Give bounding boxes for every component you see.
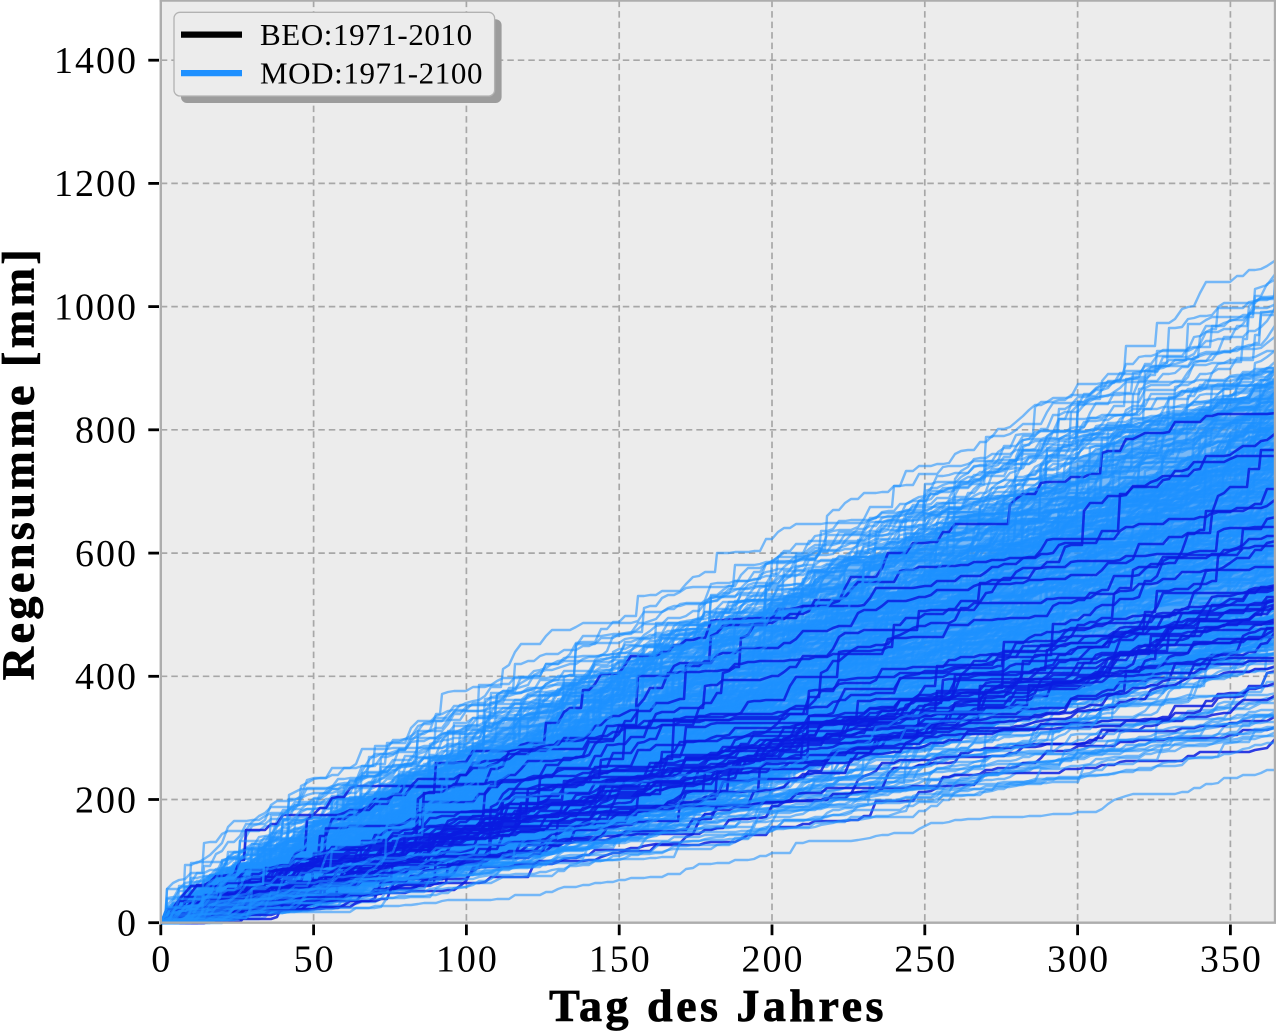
svg-text:600: 600 bbox=[75, 533, 138, 575]
svg-text:150: 150 bbox=[589, 939, 652, 981]
svg-text:1200: 1200 bbox=[54, 163, 138, 205]
svg-text:Regensumme [mm]: Regensumme [mm] bbox=[0, 246, 44, 680]
svg-text:100: 100 bbox=[436, 939, 499, 981]
svg-text:800: 800 bbox=[75, 410, 138, 452]
svg-text:1400: 1400 bbox=[54, 40, 138, 82]
svg-text:50: 50 bbox=[294, 939, 336, 981]
svg-text:300: 300 bbox=[1047, 939, 1110, 981]
svg-text:1000: 1000 bbox=[54, 286, 138, 328]
svg-text:0: 0 bbox=[117, 903, 138, 945]
svg-text:200: 200 bbox=[742, 939, 805, 981]
svg-text:350: 350 bbox=[1200, 939, 1263, 981]
svg-text:400: 400 bbox=[75, 656, 138, 698]
svg-text:250: 250 bbox=[894, 939, 957, 981]
svg-text:BEO:1971-2010: BEO:1971-2010 bbox=[260, 17, 473, 52]
svg-text:MOD:1971-2100: MOD:1971-2100 bbox=[260, 55, 483, 90]
svg-text:Tag des Jahres: Tag des Jahres bbox=[549, 980, 887, 1031]
svg-text:0: 0 bbox=[151, 939, 172, 981]
svg-text:200: 200 bbox=[75, 779, 138, 821]
